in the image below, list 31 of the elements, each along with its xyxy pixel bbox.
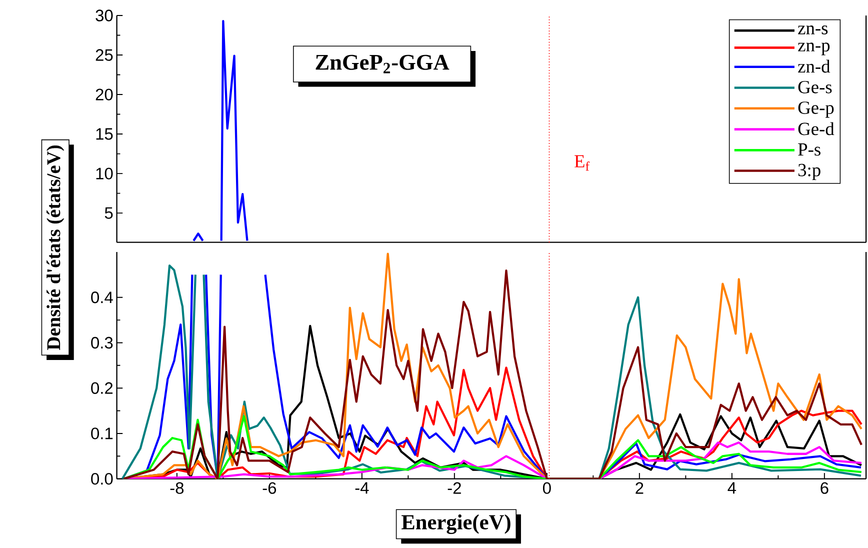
y-tick-label: 0.0 [91, 473, 113, 485]
y-tick-label: 5 [104, 207, 113, 219]
y-tick-label: 0.4 [91, 292, 113, 304]
y-tick-label: 15 [96, 128, 113, 140]
x-tick-label: 6 [820, 482, 828, 494]
legend-label: 3:p [798, 164, 820, 180]
legend-label: P-s [798, 144, 820, 156]
x-tick-label: 4 [728, 482, 736, 494]
ref-line-label: E$_{f}$ [574, 155, 590, 171]
x-tick-label: -4 [355, 482, 369, 494]
legend-label: Ge-p [798, 102, 834, 118]
x-tick-label: -6 [262, 482, 276, 494]
legend-label: Ge-d [798, 122, 834, 136]
legend-label: zn-s [798, 26, 828, 35]
legend-label: zn-p [798, 42, 830, 56]
y-tick-label: 10 [96, 168, 113, 180]
legend-label: Ge-s [798, 81, 832, 94]
x-tick-label: 2 [636, 482, 644, 494]
text: ZnGeP$_{2}$-GGA [316, 55, 450, 74]
x-tick-label: -8 [170, 482, 184, 494]
y-tick-label: 30 [96, 10, 113, 22]
y-tick-label: 25 [96, 49, 113, 62]
y-tick-label: 0.2 [91, 382, 113, 394]
x-tick-label: 0 [542, 482, 551, 494]
legend-label: zn-d [798, 60, 830, 73]
x-tick-label: -2 [448, 482, 461, 494]
y-tick-label: 0.3 [91, 337, 113, 349]
x-axis-title: Energie(eV) [402, 514, 510, 534]
y-tick-label: 20 [96, 88, 113, 101]
y-axis-title: Densité d'états (états/eV) [46, 146, 64, 350]
y-tick-label: 0.1 [91, 428, 113, 440]
